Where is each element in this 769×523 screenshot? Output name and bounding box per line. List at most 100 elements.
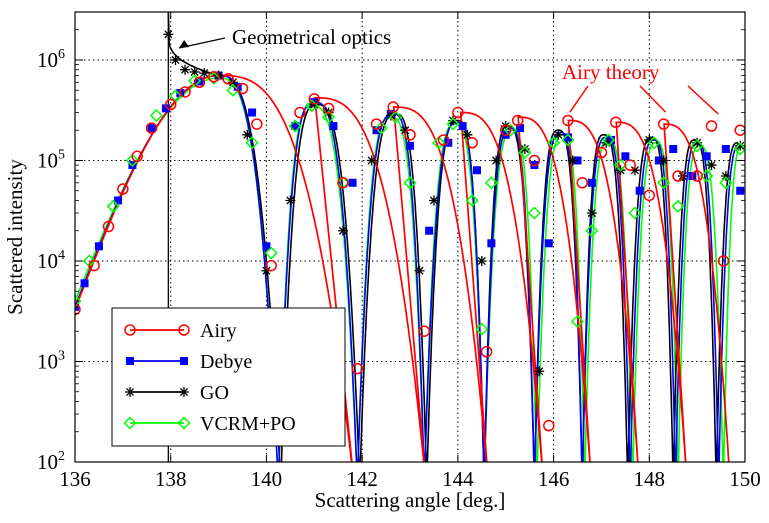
marker-vcrm-po: [671, 199, 685, 213]
marker-go: [414, 265, 425, 276]
marker-vcrm-po: [503, 123, 518, 137]
marker-debye: [544, 239, 553, 248]
marker-vcrm-po: [585, 224, 599, 238]
marker-vcrm-po: [125, 153, 139, 168]
marker-vcrm-po: [207, 71, 221, 85]
marker-debye: [262, 242, 271, 251]
marker-vcrm-po: [432, 136, 446, 150]
marker-vcrm-po: [561, 133, 575, 147]
marker-airy: [734, 124, 745, 136]
legend-marker-go: [125, 387, 135, 397]
marker-airy: [117, 183, 129, 195]
marker-go: [180, 64, 191, 75]
marker-go: [227, 77, 238, 88]
marker-vcrm-po: [700, 169, 714, 183]
annotations: Geometrical optics Airy theory: [178, 25, 719, 115]
marker-go: [644, 134, 655, 145]
marker-vcrm-po: [733, 142, 745, 156]
marker-vcrm-po: [322, 110, 336, 124]
legend: Airy Debye GO VCRM+PO: [111, 307, 346, 447]
marker-airy: [265, 259, 277, 272]
marker-vcrm-po: [465, 193, 479, 208]
annotation-airy-line: [569, 85, 589, 113]
x-tick-label: 146: [538, 467, 570, 491]
marker-debye: [291, 122, 300, 131]
marker-vcrm-po: [245, 136, 259, 150]
marker-go: [170, 54, 181, 65]
marker-go: [242, 129, 253, 140]
marker-go: [553, 129, 564, 140]
marker-airy: [452, 106, 464, 119]
marker-debye: [329, 122, 338, 131]
marker-airy: [528, 154, 541, 167]
marker-debye: [248, 108, 257, 117]
marker-debye: [94, 242, 103, 251]
marker-go: [338, 225, 348, 236]
marker-vcrm-po: [484, 176, 498, 190]
marker-vcrm-po: [264, 246, 278, 260]
marker-debye: [487, 239, 496, 248]
marker-vcrm-po: [226, 83, 240, 97]
x-tick-label: 144: [442, 467, 474, 491]
marker-go: [500, 121, 511, 132]
x-tick-label: 140: [251, 467, 283, 491]
marker-go: [534, 366, 545, 377]
legend-marker-airy: [124, 324, 136, 336]
marker-debye: [721, 145, 730, 154]
marker-airy: [193, 76, 206, 89]
marker-airy: [624, 159, 636, 171]
annotation-arrow-head: [179, 39, 190, 48]
marker-debye: [348, 178, 357, 187]
marker-airy: [562, 114, 574, 127]
marker-airy: [308, 93, 321, 105]
x-tick-label: 150: [729, 467, 761, 491]
marker-vcrm-po: [614, 158, 628, 172]
marker-airy: [208, 71, 220, 83]
axis-ticks: 136 138 140 142 144 146 148 150 102 103 104 105 106: [37, 11, 761, 491]
marker-airy: [251, 118, 263, 130]
marker-vcrm-po: [446, 117, 460, 131]
marker-airy: [610, 116, 622, 129]
marker-go: [658, 155, 669, 166]
marker-airy: [102, 220, 115, 233]
series-markers: [75, 29, 745, 432]
marker-vcrm-po: [628, 206, 642, 220]
legend-marker-debye: [126, 357, 134, 365]
legend-marker-vcrm-po: [177, 416, 191, 430]
marker-airy: [387, 101, 399, 113]
marker-go: [462, 129, 473, 140]
marker-vcrm-po: [719, 176, 733, 190]
legend-marker-airy: [178, 324, 190, 336]
marker-vcrm-po: [475, 322, 489, 336]
marker-debye: [587, 178, 596, 187]
marker-debye: [635, 186, 644, 195]
marker-airy: [672, 170, 684, 182]
marker-airy: [691, 170, 703, 182]
marker-airy: [164, 98, 177, 111]
marker-vcrm-po: [403, 176, 417, 190]
x-tick-label: 136: [59, 467, 91, 491]
marker-airy: [351, 362, 364, 375]
legend-marker-debye: [180, 357, 188, 365]
marker-vcrm-po: [547, 136, 561, 150]
x-tick-label: 148: [634, 467, 666, 491]
y-axis-label: Scattered intensity: [3, 159, 27, 315]
annotation-airy-line: [639, 85, 667, 113]
marker-airy: [511, 114, 524, 127]
marker-airy: [576, 177, 589, 189]
marker-vcrm-po: [602, 133, 616, 147]
marker-go: [476, 255, 487, 266]
marker-airy: [480, 345, 493, 358]
marker-airy: [88, 259, 100, 272]
marker-airy: [179, 86, 191, 98]
series-line-airy: [75, 74, 730, 462]
legend-label-go: GO: [200, 382, 229, 404]
marker-airy: [499, 124, 512, 136]
marker-airy: [643, 189, 656, 202]
marker-go: [629, 165, 640, 176]
marker-go: [428, 195, 439, 206]
marker-airy: [131, 150, 143, 163]
marker-vcrm-po: [389, 110, 403, 124]
marker-vcrm-po: [168, 89, 183, 103]
